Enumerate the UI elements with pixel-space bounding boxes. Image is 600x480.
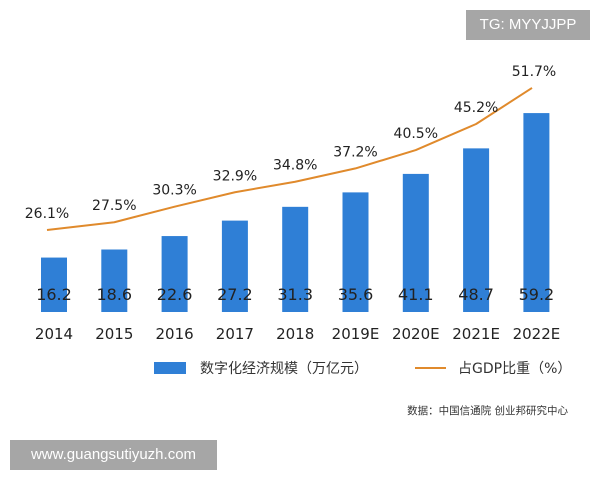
line-value-label: 51.7% — [512, 64, 556, 80]
bar-value-label: 41.1 — [398, 285, 434, 304]
line-value-label: 26.1% — [25, 206, 69, 222]
bar-value-label: 31.3 — [277, 285, 313, 304]
bar-value-label: 22.6 — [157, 285, 193, 304]
x-tick-label: 2020E — [392, 325, 440, 343]
x-tick-label: 2021E — [452, 325, 500, 343]
x-tick-label: 2019E — [332, 325, 380, 343]
bar-value-label: 18.6 — [96, 285, 132, 304]
bar-2020E — [402, 173, 429, 312]
line-value-label: 32.9% — [213, 168, 257, 184]
bar-2015 — [101, 249, 128, 312]
bar-2022E — [523, 113, 550, 312]
gdp-share-line — [46, 87, 533, 231]
x-tick-label: 2015 — [95, 325, 133, 343]
line-value-label: 27.5% — [92, 198, 136, 214]
site-watermark: www.guangsutiyuzh.com — [10, 440, 217, 470]
bar-2018 — [282, 206, 309, 312]
x-tick-label: 2017 — [216, 325, 254, 343]
x-tick-label: 2018 — [276, 325, 314, 343]
tg-watermark: TG: MYYJJPP — [466, 10, 590, 40]
x-tick-label: 2022E — [513, 325, 561, 343]
line-value-label: 30.3% — [152, 183, 196, 199]
bar-value-label: 16.2 — [36, 285, 72, 304]
x-tick-label: 2016 — [156, 325, 194, 343]
line-value-label: 45.2% — [454, 100, 498, 116]
legend-line-label: 占GDP比重（%） — [458, 361, 571, 377]
line-value-label: 37.2% — [333, 144, 377, 160]
line-value-label: 40.5% — [394, 126, 438, 142]
source-note: 数据：中国信通院 创业邦研究中心 — [407, 404, 568, 417]
bar-value-label: 59.2 — [519, 285, 555, 304]
legend-bar-label: 数字化经济规模（万亿元） — [200, 361, 368, 377]
x-tick-label: 2014 — [35, 325, 73, 343]
bar-2019E — [342, 192, 369, 312]
bar-2014 — [41, 257, 67, 312]
bar-2017 — [221, 220, 248, 312]
bar-2021E — [463, 148, 490, 312]
bar-value-label: 27.2 — [217, 285, 253, 304]
line-value-label: 34.8% — [273, 158, 317, 174]
bar-value-label: 48.7 — [458, 285, 494, 304]
bar-value-label: 35.6 — [338, 285, 374, 304]
legend-bar-swatch — [154, 362, 186, 374]
bar-2016 — [161, 236, 188, 312]
